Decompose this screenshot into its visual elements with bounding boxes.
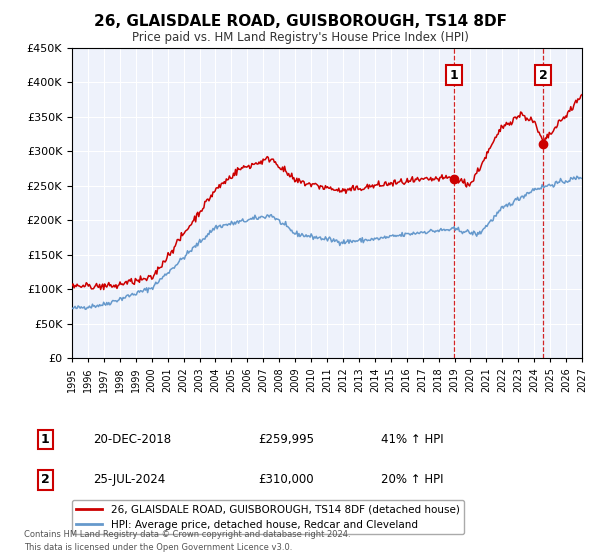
Text: £310,000: £310,000 [258,473,314,487]
Text: Contains HM Land Registry data © Crown copyright and database right 2024.: Contains HM Land Registry data © Crown c… [24,530,350,539]
Text: 26, GLAISDALE ROAD, GUISBOROUGH, TS14 8DF: 26, GLAISDALE ROAD, GUISBOROUGH, TS14 8D… [94,14,506,29]
Text: £259,995: £259,995 [258,433,314,446]
Text: 25-JUL-2024: 25-JUL-2024 [93,473,165,487]
Text: Price paid vs. HM Land Registry's House Price Index (HPI): Price paid vs. HM Land Registry's House … [131,31,469,44]
Text: 20% ↑ HPI: 20% ↑ HPI [381,473,443,487]
Text: 1: 1 [41,433,49,446]
Legend: 26, GLAISDALE ROAD, GUISBOROUGH, TS14 8DF (detached house), HPI: Average price, : 26, GLAISDALE ROAD, GUISBOROUGH, TS14 8D… [72,501,464,534]
Text: This data is licensed under the Open Government Licence v3.0.: This data is licensed under the Open Gov… [24,543,292,552]
Text: 1: 1 [449,69,458,82]
Text: 41% ↑ HPI: 41% ↑ HPI [381,433,443,446]
Text: 2: 2 [539,69,547,82]
Text: 20-DEC-2018: 20-DEC-2018 [93,433,171,446]
Text: 2: 2 [41,473,49,487]
